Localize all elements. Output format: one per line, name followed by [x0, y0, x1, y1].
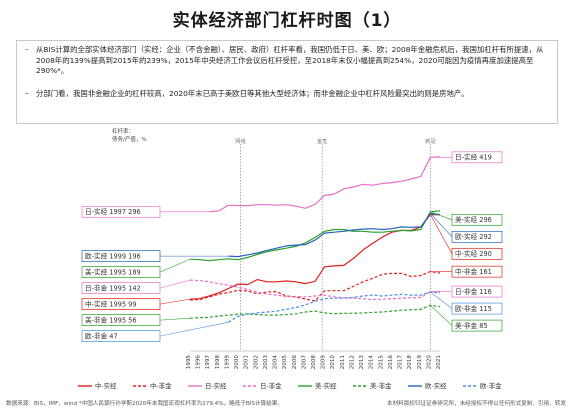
event-label: 新冠 [425, 137, 435, 145]
right-label-text: 日-实经 419 [455, 153, 492, 162]
legend-label: 美-实经 [315, 381, 337, 390]
right-label-text: 美-非金 85 [455, 321, 488, 330]
x-tick-label: 2006 [292, 355, 298, 370]
bullet-text: 分部门看，我国非金融企业的杠杆较高，2020年末已高于美欧日等其他大型经济体；而… [36, 89, 469, 98]
y-axis-label: 杠杆率： [112, 127, 134, 135]
event-label: 金危 [317, 137, 327, 145]
x-tick-label: 1999 [224, 355, 230, 370]
x-tick-label: 2012 [349, 355, 355, 369]
y-axis-label: 债务/产值，% [112, 135, 147, 143]
x-tick-label: 2019 [417, 355, 423, 370]
event-label: 网络 [235, 137, 245, 145]
x-tick-label: 2004 [273, 355, 279, 370]
legend-label: 中-实经 [95, 381, 117, 390]
series-line-美-实经 [189, 210, 441, 262]
x-tick-label: 2007 [301, 355, 307, 370]
right-label-text: 欧-非金 115 [455, 304, 492, 313]
left-label-text: 日-非金 1995 142 [85, 283, 141, 292]
footer-copyright: 本材料版权归证证券研究所，未经授权不得以任何形式复制、引用、转发 [386, 401, 566, 407]
x-tick-label: 1995 [186, 355, 192, 370]
right-label-leader [430, 211, 453, 221]
x-tick-label: 2001 [244, 355, 250, 370]
left-label-text: 日-实经 1997 296 [85, 207, 141, 216]
right-label-leader [430, 213, 453, 238]
left-label-leader [159, 317, 191, 321]
summary-box: – 从BIS计算的全部实体经济部门（实经：企业（不含金融）、居民、政府）杠杆率看… [16, 40, 558, 124]
left-label-leader [159, 298, 191, 305]
right-label-text: 美-实经 296 [455, 215, 492, 224]
legend-label: 欧-实经 [425, 381, 447, 390]
x-tick-label: 2000 [234, 355, 240, 370]
x-tick-label: 2018 [407, 355, 413, 370]
left-label-text: 中-实经 1995 99 [85, 299, 137, 308]
right-label-text: 欧-实经 292 [455, 232, 492, 241]
x-tick-label: 2013 [359, 355, 365, 370]
legend-label: 日-实经 [205, 381, 227, 390]
x-tick-label: 2016 [388, 355, 394, 370]
series-line-日-实经 [209, 156, 441, 213]
bullet-marker: – [25, 45, 29, 54]
right-label-leader [430, 305, 453, 326]
x-tick-label: 2008 [311, 355, 317, 370]
x-tick-label: 2005 [282, 355, 288, 370]
legend-label: 欧-非金 [480, 381, 502, 390]
right-label-text: 日-非金 116 [455, 287, 492, 296]
left-label-text: 欧-非金 47 [85, 331, 118, 340]
x-tick-label: 2020 [426, 355, 432, 370]
x-tick-label: 2002 [253, 355, 259, 369]
left-label-leader [159, 258, 191, 273]
left-label-text: 美-实经 1995 189 [85, 267, 141, 276]
right-label-leader [430, 214, 453, 254]
x-tick-label: 2011 [340, 355, 346, 370]
x-tick-label: 2014 [369, 355, 375, 370]
left-label-text: 美-非金 1995 56 [85, 315, 137, 324]
x-tick-label: 2003 [263, 355, 269, 370]
x-tick-label: 2009 [321, 355, 327, 370]
x-tick-label: 1997 [205, 355, 211, 370]
right-label-leader [430, 291, 453, 309]
right-label-text: 中-非金 161 [455, 267, 492, 276]
footer-source: 数据来源：BIS，IMF，wind *中国人民银行孙学斯2020年末我国宏观杠杆… [6, 401, 283, 407]
series-line-欧-实经 [228, 213, 441, 258]
right-label-text: 中-实经 290 [455, 249, 492, 258]
legend-label: 中-非金 [150, 381, 172, 390]
left-label-text: 欧-实经 1999 196 [85, 251, 141, 260]
left-label-leader [159, 279, 191, 289]
legend-label: 日-非金 [260, 381, 282, 390]
series-line-美-非金 [189, 304, 441, 319]
bullet-text: 从BIS计算的全部实体经济部门（实经：企业（不含金融）、居民、政府）杠杆率看，我… [36, 45, 544, 76]
series-line-日-非金 [189, 279, 440, 301]
x-tick-label: 1996 [196, 355, 202, 370]
left-label-leader [159, 321, 229, 337]
series-line-欧-非金 [228, 291, 441, 323]
x-tick-label: 1998 [215, 355, 221, 370]
bullet-marker: – [25, 89, 29, 98]
page-title: 实体经济部门杠杆时图（1） [172, 11, 402, 31]
x-tick-label: 2021 [436, 355, 442, 370]
series-line-中-非金 [189, 271, 441, 302]
x-tick-label: 2010 [330, 355, 336, 370]
legend-label: 美-非金 [370, 381, 392, 390]
x-tick-label: 2017 [398, 355, 404, 370]
x-tick-label: 2015 [378, 355, 384, 370]
